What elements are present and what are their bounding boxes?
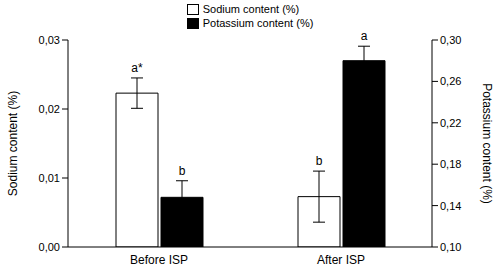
svg-text:0,18: 0,18	[440, 158, 461, 170]
svg-text:a: a	[361, 29, 368, 43]
svg-text:Before ISP: Before ISP	[130, 253, 188, 267]
svg-text:b: b	[316, 154, 323, 168]
svg-text:0,02: 0,02	[39, 103, 60, 115]
svg-text:0,01: 0,01	[39, 172, 60, 184]
svg-text:a*: a*	[131, 61, 143, 75]
svg-text:After ISP: After ISP	[317, 253, 365, 267]
svg-text:Potassium content (%): Potassium content (%)	[480, 83, 492, 204]
svg-text:0,26: 0,26	[440, 75, 461, 87]
svg-text:0,03: 0,03	[39, 34, 60, 46]
svg-text:Sodium content (%): Sodium content (%)	[8, 91, 20, 196]
html-text:Sodium content (%): Sodium content (%)	[202, 3, 300, 15]
svg-text:0,30: 0,30	[440, 34, 461, 46]
svg-text:0,10: 0,10	[440, 241, 461, 253]
svg-text:0,22: 0,22	[440, 117, 461, 129]
html-text:Potassium content (%): Potassium content (%)	[202, 17, 314, 29]
svg-text:0,14: 0,14	[440, 200, 461, 212]
svg-text:0,00: 0,00	[39, 241, 60, 253]
svg-text:b: b	[179, 164, 186, 178]
